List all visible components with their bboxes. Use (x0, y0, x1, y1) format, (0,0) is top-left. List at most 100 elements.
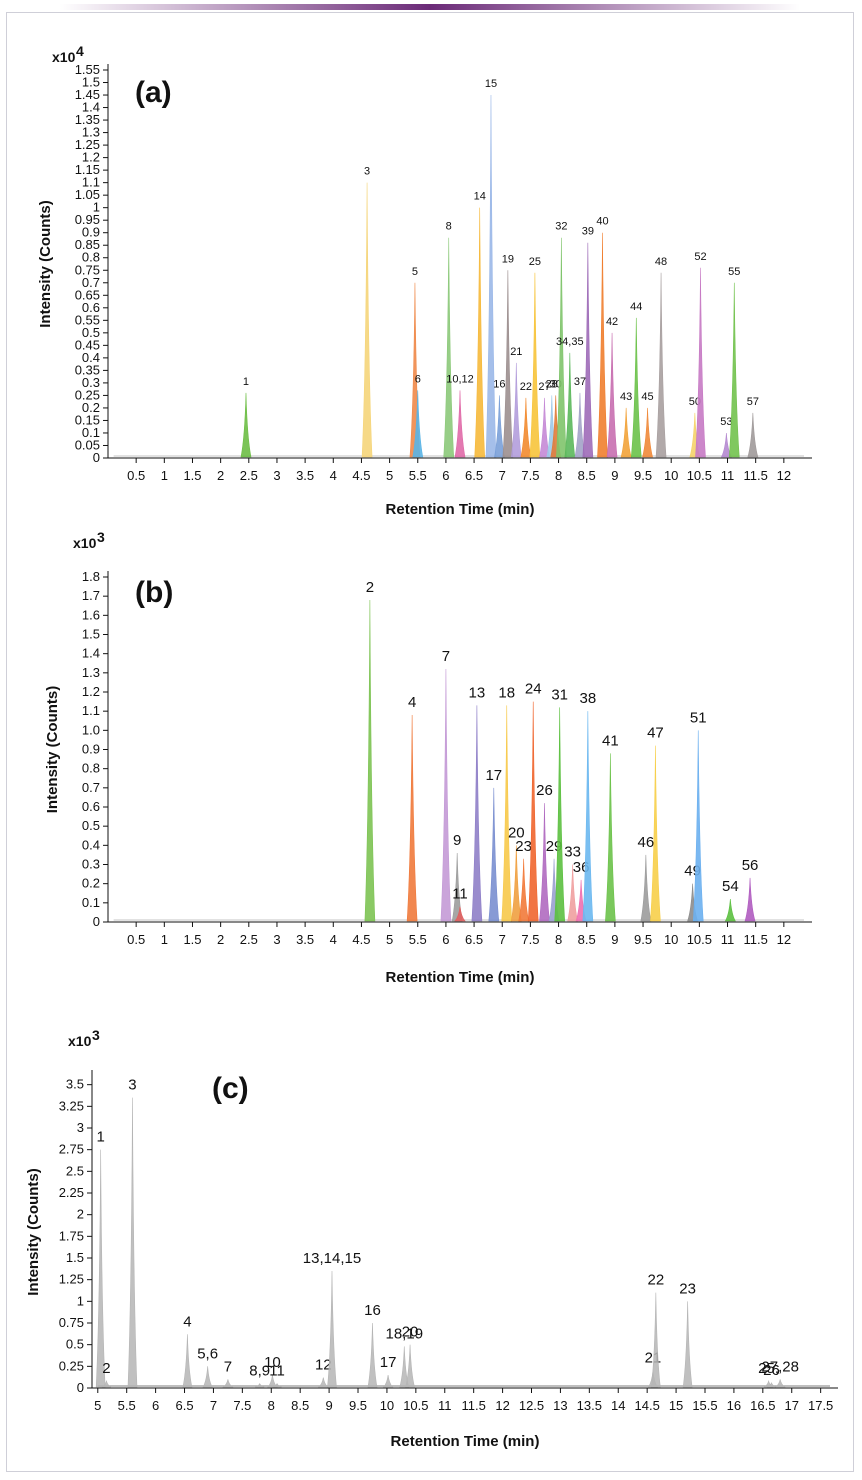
x-tick-label: 8.5 (291, 1398, 309, 1413)
y-tick-label: 1.75 (59, 1228, 84, 1243)
peak-4 (406, 714, 418, 922)
peak-1 (95, 1149, 106, 1388)
peak-label: 16 (493, 378, 505, 390)
panel-label: (a) (135, 76, 172, 109)
peak-label: 56 (742, 857, 759, 874)
peak-label: 11 (452, 886, 468, 903)
peak-44 (630, 317, 642, 458)
peak-label: 19 (502, 253, 514, 265)
peak-22 (650, 1292, 661, 1388)
peak-52 (695, 267, 706, 458)
peak-label: 26 (763, 1362, 780, 1379)
peak-19 (502, 270, 514, 458)
y-tick-label: 1.3 (82, 665, 100, 680)
peak-label: 2 (102, 1360, 110, 1377)
peak-label: 24 (525, 681, 542, 698)
y-tick-label: 1.1 (82, 703, 100, 718)
peak-label: 9 (453, 832, 461, 849)
y-tick-label: 1.35 (75, 112, 100, 127)
peak-label: 23 (515, 838, 532, 855)
y-tick-label: 0.7 (82, 275, 100, 290)
peak-16 (494, 395, 505, 458)
y-tick-label: 0.95 (75, 212, 100, 227)
y-tick-label: 2 (77, 1207, 84, 1222)
peak-label: 27 (538, 381, 550, 393)
y-tick-label: 0.1 (82, 895, 100, 910)
peak-label: 12 (315, 1357, 332, 1374)
x-tick-label: 12.5 (519, 1398, 544, 1413)
x-tick-label: 5 (386, 468, 393, 483)
y-tick-label: 0.5 (82, 818, 100, 833)
peak-label: 18 (498, 684, 515, 701)
y-tick-label: 0.7 (82, 780, 100, 795)
y-tick-label: 1.45 (75, 87, 100, 102)
y-tick-label: 1.1 (82, 175, 100, 190)
peak-label: 15 (485, 78, 497, 90)
x-tick-label: 4 (330, 932, 337, 947)
x-tick-label: 1.5 (183, 932, 201, 947)
x-tick-label: 0.5 (127, 468, 145, 483)
peak-38 (582, 711, 594, 922)
y-tick-label: 0.1 (82, 425, 100, 440)
peak-label: 11 (269, 1363, 285, 1380)
peak-label: 17 (485, 767, 502, 784)
peak-26 (766, 1381, 777, 1388)
x-tick-label: 11.5 (462, 1398, 486, 1413)
x-tick-label: 17 (785, 1398, 799, 1413)
peak-10-12 (454, 390, 466, 458)
y-tick-label: 0.8 (82, 250, 100, 265)
peak-45 (642, 407, 653, 458)
peak-3 (127, 1097, 138, 1388)
y-tick-label: 0 (77, 1380, 84, 1395)
peak-2 (101, 1379, 112, 1388)
peak-label: 53 (720, 416, 732, 428)
peak-22 (520, 397, 532, 458)
peak-label: 23 (679, 1280, 696, 1297)
x-tick-label: 12 (495, 1398, 509, 1413)
x-tick-label: 8 (555, 932, 562, 947)
peak-label: 8,9 (249, 1363, 270, 1380)
peak-label: 10,12 (446, 373, 474, 385)
x-axis-title: Retention Time (min) (386, 969, 535, 986)
y-tick-label: 0 (93, 914, 100, 929)
x-axis-title: Retention Time (min) (386, 501, 535, 518)
x-tick-label: 3.5 (296, 468, 314, 483)
y-tick-label: 0.8 (82, 761, 100, 776)
peak-40 (597, 232, 608, 458)
y-tick-label: 1 (93, 200, 100, 215)
peak-label: 37 (574, 376, 586, 388)
y-tick-label: 0.4 (82, 837, 100, 852)
peak-label: 25, (758, 1360, 779, 1377)
x-tick-label: 7.5 (521, 932, 539, 947)
x-tick-label: 6.5 (465, 932, 483, 947)
y-tick-label: 0.75 (59, 1315, 84, 1330)
peak-label: 5,6 (197, 1345, 218, 1362)
peak-6 (412, 390, 424, 458)
x-tick-label: 6.5 (465, 468, 483, 483)
peak-56 (744, 877, 756, 922)
peak-39 (582, 242, 594, 458)
y-tick-label: 0.65 (75, 287, 100, 302)
x-tick-label: 7.5 (233, 1398, 251, 1413)
x-tick-label: 7 (499, 932, 506, 947)
peak-label: 17 (380, 1354, 397, 1371)
y-tick-label: 0.6 (82, 300, 100, 315)
y-tick-label: 1.55 (75, 62, 100, 77)
y-multiplier: x10 (68, 1033, 92, 1049)
peak-57 (747, 412, 759, 458)
peak-14 (474, 207, 486, 458)
peak-46 (640, 854, 652, 922)
peak-54 (724, 898, 736, 922)
peak-5-6 (202, 1366, 213, 1388)
peak-label: 3 (364, 166, 370, 178)
peak-label: 14 (474, 191, 486, 203)
y-tick-label: 1.25 (75, 137, 100, 152)
y-tick-label: 0.5 (66, 1337, 84, 1352)
peak-12 (317, 1377, 329, 1388)
peak-15 (485, 95, 497, 458)
peak-label: 7 (224, 1358, 232, 1375)
y-tick-label: 0.25 (75, 387, 100, 402)
x-tick-label: 2.5 (240, 932, 258, 947)
y-multiplier-exponent: 3 (97, 529, 105, 545)
x-tick-label: 5.5 (409, 932, 427, 947)
